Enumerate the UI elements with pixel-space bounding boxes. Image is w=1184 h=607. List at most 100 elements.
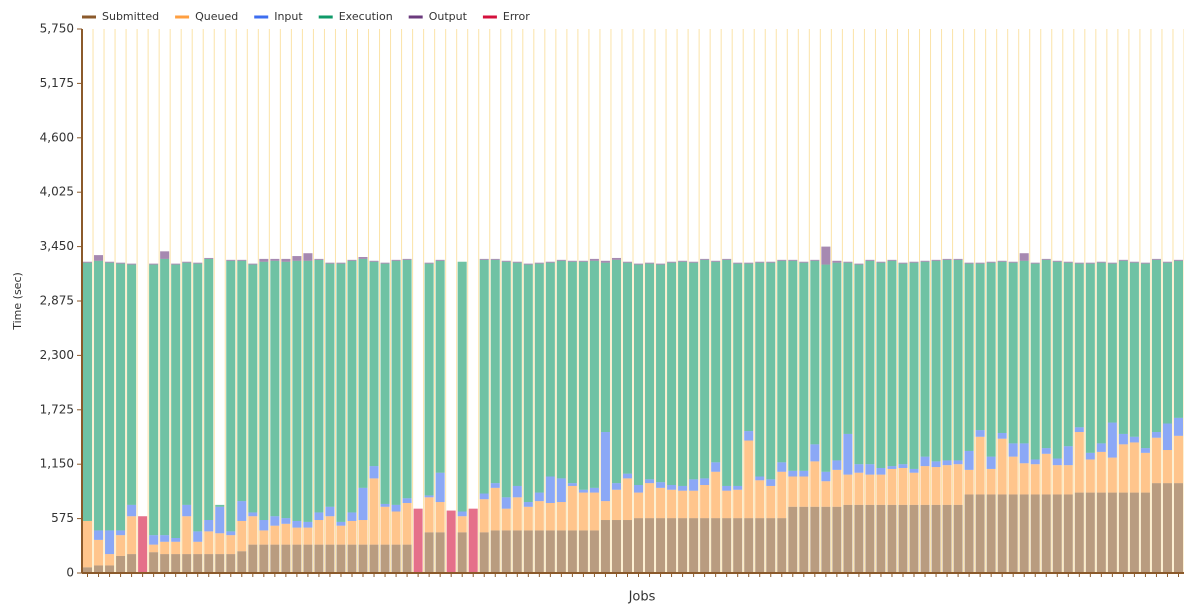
bar-segment <box>942 259 952 461</box>
bar-segment <box>832 260 842 263</box>
bar-segment <box>237 260 247 502</box>
bar-segment <box>270 525 280 545</box>
bar-segment <box>964 263 974 451</box>
bar-segment <box>94 565 104 573</box>
bar-segment <box>876 261 886 263</box>
bar-segment <box>964 262 974 264</box>
bar-segment <box>788 260 798 471</box>
bar-segment <box>215 504 225 507</box>
bar-segment <box>1063 446 1073 466</box>
bar-segment <box>556 259 566 261</box>
bar-segment <box>270 544 280 573</box>
bar-segment <box>325 544 335 573</box>
legend-label: Output <box>429 10 468 23</box>
bar-segment <box>270 516 280 526</box>
bar-segment <box>204 258 214 521</box>
bar-segment <box>1173 435 1183 484</box>
bar-segment <box>1140 452 1150 493</box>
bar-segment <box>281 523 291 545</box>
bar-segment <box>600 501 610 521</box>
bar-segment <box>799 470 809 477</box>
bar-segment <box>149 552 159 573</box>
bar-segment <box>931 504 941 573</box>
bar-segment <box>909 504 919 573</box>
bar-segment <box>1041 453 1051 495</box>
bar-segment <box>138 516 148 573</box>
bar-segment <box>997 260 1007 262</box>
bar-segment <box>1030 262 1040 264</box>
bar-segment <box>1052 465 1062 495</box>
y-axis-label: Time (sec) <box>11 272 24 331</box>
bar-segment <box>182 262 192 505</box>
bar-segment <box>358 544 368 573</box>
bar-segment <box>347 512 357 521</box>
bar-segment <box>799 506 809 573</box>
bar-segment <box>733 485 743 490</box>
bar-segment <box>744 263 754 432</box>
bar-segment <box>667 518 677 573</box>
bar-segment <box>182 516 192 555</box>
bar-segment <box>83 262 93 521</box>
bar-segment <box>512 485 522 498</box>
bar-segment <box>479 259 489 494</box>
bar-segment <box>1030 464 1040 495</box>
bar-segment <box>578 260 588 262</box>
bar-segment <box>567 261 577 484</box>
bar-segment <box>733 518 743 573</box>
bar-segment <box>94 255 104 261</box>
bar-segment <box>556 260 566 479</box>
bar-segment <box>821 471 831 482</box>
bar-segment <box>931 467 941 505</box>
bar-segment <box>336 525 346 545</box>
bar-segment <box>611 257 621 260</box>
bar-segment <box>832 506 842 573</box>
bar-segment <box>711 471 721 519</box>
bar-segment <box>94 260 104 531</box>
bar-segment <box>336 262 346 264</box>
y-tick-label: 575 <box>51 511 74 525</box>
bar-segment <box>391 259 401 261</box>
bar-segment <box>292 260 302 521</box>
bar-segment <box>766 262 776 480</box>
bar-segment <box>611 259 621 484</box>
bar-segment <box>160 535 170 542</box>
bar-segment <box>523 263 533 265</box>
bar-segment <box>259 520 269 531</box>
bar-segment <box>127 554 137 573</box>
bar-segment <box>1162 450 1172 484</box>
bar-segment <box>160 251 170 259</box>
bar-segment <box>854 504 864 573</box>
bar-segment <box>1118 259 1128 261</box>
bar-segment <box>1118 492 1128 573</box>
bar-segment <box>457 532 467 573</box>
bar-segment <box>336 521 346 526</box>
bar-segment <box>468 508 478 573</box>
bar-segment <box>1052 261 1062 459</box>
bar-segment <box>1074 263 1084 428</box>
bar-segment <box>501 260 511 262</box>
bar-segment <box>611 483 621 490</box>
bar-segment <box>1118 433 1128 445</box>
bar-segment <box>645 479 655 484</box>
bar-segment <box>358 487 368 521</box>
bar-segment <box>578 489 588 493</box>
bar-segment <box>887 468 897 505</box>
bar-segment <box>1041 494 1051 573</box>
bar-segment <box>942 460 952 466</box>
bar-segment <box>843 474 853 505</box>
bar-segment <box>380 263 390 504</box>
bar-segment <box>1096 492 1106 573</box>
bar-segment <box>1107 422 1117 458</box>
bar-segment <box>622 473 632 479</box>
bar-segment <box>226 259 236 261</box>
bar-segment <box>182 261 192 263</box>
bar-segment <box>578 530 588 573</box>
bar-segment <box>402 544 412 573</box>
bar-segment <box>435 472 445 503</box>
bar-segment <box>116 535 126 556</box>
bar-segment <box>567 483 577 486</box>
bar-segment <box>83 520 93 568</box>
bar-segment <box>634 492 644 519</box>
bar-segment <box>1140 492 1150 573</box>
bar-segment <box>1151 437 1161 484</box>
